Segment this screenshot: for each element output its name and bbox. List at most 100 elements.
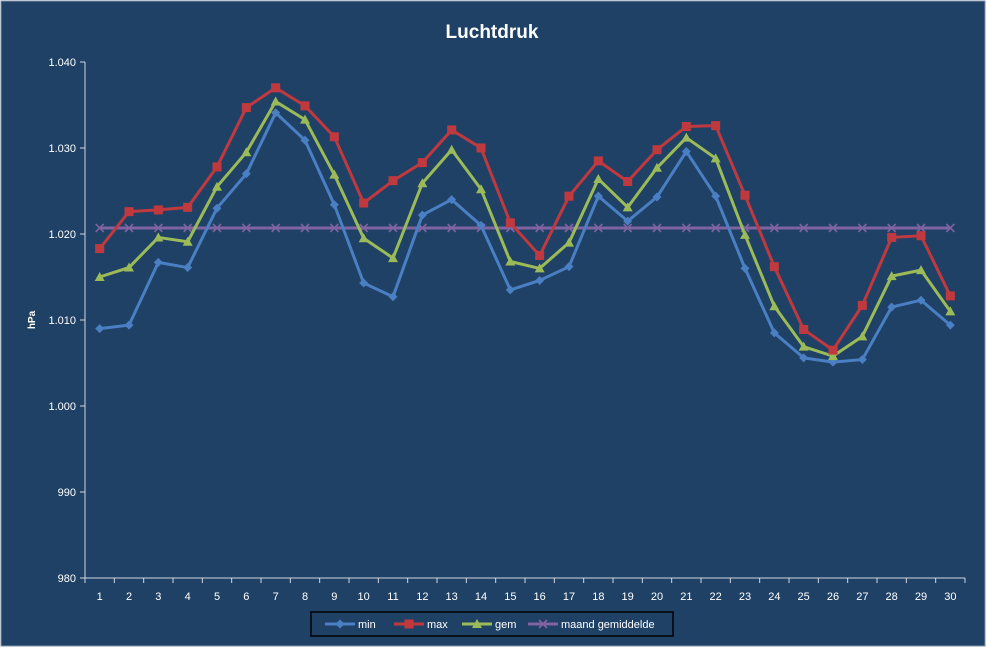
data-point xyxy=(447,223,457,233)
series-gem xyxy=(94,96,956,361)
data-point xyxy=(681,223,691,233)
x-tick-label: 19 xyxy=(622,591,634,603)
x-tick-label: 20 xyxy=(651,591,663,603)
legend-label: max xyxy=(427,619,448,631)
x-tick-label: 10 xyxy=(358,591,370,603)
x-tick-label: 22 xyxy=(710,591,722,603)
x-tick-label: 27 xyxy=(856,591,868,603)
data-point xyxy=(769,328,779,338)
data-point xyxy=(798,341,809,351)
data-point xyxy=(95,223,105,233)
data-point xyxy=(652,162,662,172)
data-point xyxy=(476,220,486,230)
data-point xyxy=(212,203,222,213)
legend-entry: maand gemiddelde xyxy=(528,619,655,631)
legend-label: min xyxy=(358,619,376,631)
data-point xyxy=(329,200,339,210)
data-point xyxy=(124,262,134,272)
data-point xyxy=(388,176,398,186)
x-tick-label: 9 xyxy=(331,591,337,603)
data-point xyxy=(710,153,721,163)
x-tick-label: 29 xyxy=(915,591,927,603)
data-point xyxy=(476,184,486,194)
legend-entry: min xyxy=(325,619,376,631)
y-tick-label: 990 xyxy=(58,487,76,499)
series-min xyxy=(95,108,955,367)
data-point xyxy=(857,300,867,310)
data-point xyxy=(711,191,721,201)
data-point xyxy=(916,265,926,275)
data-point xyxy=(388,223,398,233)
x-tick-label: 18 xyxy=(592,591,604,603)
data-point xyxy=(799,353,809,363)
data-point xyxy=(740,229,750,239)
data-point xyxy=(535,275,545,285)
x-tick-label: 30 xyxy=(944,591,956,603)
data-point xyxy=(388,253,398,263)
data-point xyxy=(271,108,281,118)
x-tick-label: 14 xyxy=(475,591,487,603)
data-point xyxy=(153,205,163,215)
data-point xyxy=(769,262,779,272)
data-point xyxy=(329,132,339,142)
data-point xyxy=(622,202,633,212)
data-point xyxy=(300,223,310,233)
data-point xyxy=(711,121,721,131)
data-point xyxy=(945,306,956,316)
data-point xyxy=(828,345,838,355)
x-tick-label: 23 xyxy=(739,591,751,603)
data-point xyxy=(476,143,486,153)
data-point xyxy=(828,351,838,361)
data-point xyxy=(183,263,193,273)
data-point xyxy=(564,223,574,233)
data-point xyxy=(329,169,340,179)
y-tick-label: 1.020 xyxy=(48,229,76,241)
data-point xyxy=(886,271,897,281)
data-point xyxy=(329,223,339,233)
x-tick-label: 3 xyxy=(155,591,161,603)
legend: min max gem maand gemiddelde xyxy=(310,611,674,637)
y-tick-label: 1.030 xyxy=(48,143,76,155)
y-tick-label: 980 xyxy=(58,573,76,585)
data-point xyxy=(681,146,691,156)
data-point xyxy=(182,236,193,246)
data-point xyxy=(945,223,955,233)
data-point xyxy=(358,233,369,243)
x-tick-label: 28 xyxy=(886,591,898,603)
data-point xyxy=(271,223,281,233)
data-point xyxy=(300,114,310,124)
data-point xyxy=(535,251,545,260)
data-point xyxy=(799,223,809,233)
legend-swatch-marker xyxy=(404,619,414,629)
data-point xyxy=(593,223,603,233)
data-point xyxy=(212,162,222,172)
legend-swatch-marker xyxy=(538,619,548,629)
series-max xyxy=(95,83,955,355)
series-layer xyxy=(94,83,956,367)
data-point xyxy=(711,223,721,233)
data-point xyxy=(505,218,515,228)
data-point xyxy=(769,223,779,233)
data-point xyxy=(916,223,926,233)
legend-swatch-marker xyxy=(472,619,482,628)
y-tick-label: 1.000 xyxy=(48,401,76,413)
data-point xyxy=(359,198,369,208)
data-point xyxy=(95,324,105,334)
x-tick-label: 24 xyxy=(768,591,780,603)
x-tick-label: 13 xyxy=(446,591,458,603)
x-tick-label: 25 xyxy=(798,591,810,603)
data-point xyxy=(183,202,193,212)
data-point xyxy=(916,231,926,241)
data-point xyxy=(124,223,134,233)
y-tick-label: 1.040 xyxy=(48,57,76,69)
data-point xyxy=(740,263,750,273)
data-point xyxy=(300,101,310,111)
legend-label: maand gemiddelde xyxy=(561,619,655,631)
data-point xyxy=(652,223,662,233)
data-point xyxy=(945,320,955,330)
data-point xyxy=(300,135,310,145)
x-tick-label: 12 xyxy=(416,591,428,603)
